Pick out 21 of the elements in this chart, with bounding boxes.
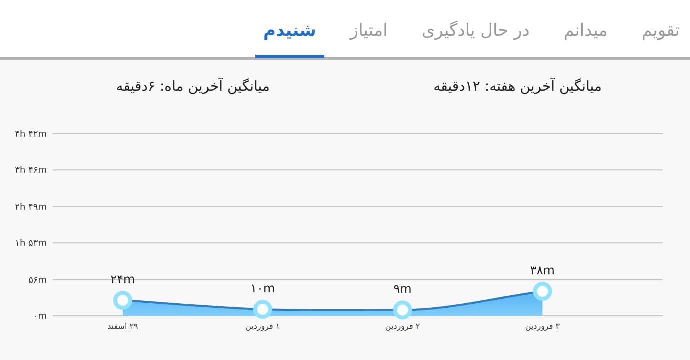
text: تقویم — [642, 21, 680, 41]
chart-title: میانگین آخرین هفته: ۱۲دقیقه — [434, 77, 602, 95]
y-tick-label: ۱h ۵۳m — [15, 239, 47, 250]
y-tick-label: ۳h ۴۶m — [15, 166, 47, 176]
text: شنیدم — [263, 21, 316, 41]
data-label: ۲۴m — [110, 272, 136, 287]
text: در حال یادگیری — [422, 20, 530, 41]
text: میدانم — [564, 21, 608, 41]
chart-subtitle: میانگین آخرین ماه: ۶دقیقه — [116, 77, 270, 95]
data-label: ۹m — [394, 282, 412, 296]
x-tick-label: ۲۹ اسفند — [108, 322, 138, 331]
x-tick-label: ۱ فروردین — [246, 322, 280, 331]
y-tick-label: ۰m — [33, 312, 47, 322]
y-tick-label: ۵۶m — [28, 276, 47, 286]
y-tick-label: ۴h ۴۲m — [15, 130, 47, 140]
text: امتیاز — [349, 21, 388, 41]
x-tick-label: ۲ فروردین — [385, 322, 420, 331]
x-tick-label: ۳ فروردین — [525, 322, 561, 331]
data-label: ۱۰m — [250, 282, 276, 296]
y-tick-label: ۲h ۴۹m — [15, 202, 47, 213]
data-label: ۳۸m — [530, 263, 555, 278]
